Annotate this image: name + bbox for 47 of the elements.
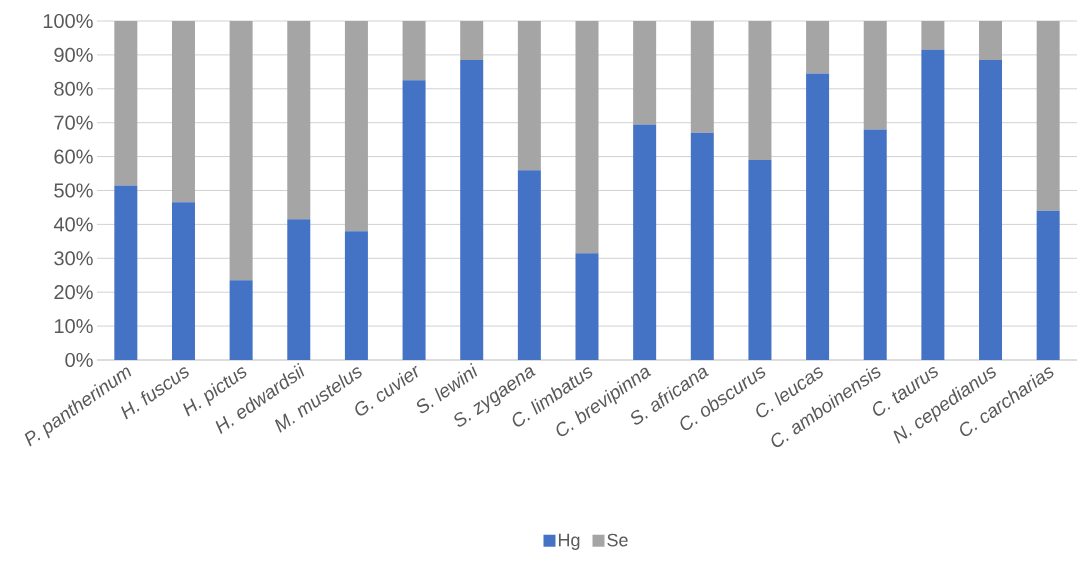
bar bbox=[287, 21, 311, 220]
y-tick-label: 20% bbox=[54, 285, 93, 300]
bar bbox=[921, 49, 945, 360]
bar bbox=[287, 219, 311, 360]
bar bbox=[344, 21, 368, 232]
bar bbox=[517, 170, 541, 360]
bar bbox=[633, 21, 657, 125]
y-tick-label: 90% bbox=[54, 47, 93, 62]
bar bbox=[690, 132, 714, 360]
bar bbox=[863, 129, 887, 360]
bar bbox=[402, 80, 426, 360]
y-tick-label: 100% bbox=[43, 13, 93, 29]
bar bbox=[690, 21, 714, 133]
bar bbox=[748, 21, 772, 160]
bar bbox=[806, 21, 830, 74]
bar bbox=[1036, 210, 1060, 360]
y-tick-label: 70% bbox=[54, 115, 93, 130]
bar bbox=[344, 231, 368, 360]
bar bbox=[633, 124, 657, 360]
bar bbox=[921, 21, 945, 50]
y-tick-label: 10% bbox=[54, 319, 93, 334]
y-tick-label: 60% bbox=[54, 149, 93, 164]
bar bbox=[171, 21, 195, 203]
bar bbox=[229, 21, 253, 281]
bar bbox=[114, 185, 138, 360]
bar bbox=[979, 59, 1003, 360]
bar bbox=[575, 253, 599, 360]
bar bbox=[517, 21, 541, 171]
bar bbox=[402, 21, 426, 81]
bar bbox=[114, 21, 138, 186]
y-tick-label: 30% bbox=[54, 251, 93, 266]
bar bbox=[863, 21, 887, 130]
bar bbox=[979, 21, 1003, 60]
bar bbox=[171, 202, 195, 360]
y-tick-label: 80% bbox=[54, 81, 93, 96]
bar bbox=[575, 21, 599, 254]
y-tick-label: 40% bbox=[53, 217, 93, 232]
y-tick-label: 50% bbox=[54, 183, 93, 198]
bar bbox=[1036, 21, 1060, 211]
legend-label: Hg bbox=[558, 533, 580, 550]
legend-label: Se bbox=[607, 533, 628, 547]
y-tick-label: 0% bbox=[65, 352, 93, 368]
bar bbox=[460, 21, 484, 60]
bar bbox=[229, 280, 253, 360]
bar bbox=[460, 59, 484, 360]
bar bbox=[806, 73, 830, 360]
bar bbox=[748, 159, 772, 360]
